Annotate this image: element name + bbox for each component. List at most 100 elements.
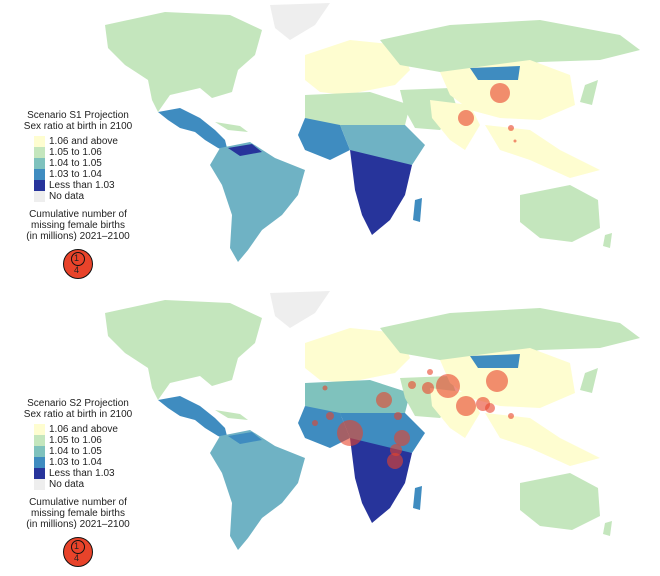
size-legend: 1 4: [63, 249, 93, 279]
legend-swatch: [34, 136, 45, 147]
bubble-iraq: [408, 381, 416, 389]
legend-item: 1.05 to 1.06: [34, 147, 156, 158]
legend-s1: Scenario S1 Projection Sex ratio at birt…: [6, 110, 156, 279]
legend-label: Less than 1.03: [49, 468, 115, 479]
scenario-subtitle: Sex ratio at birth in 2100: [23, 409, 133, 420]
cumulative-line: (in millions) 2021–2100: [26, 519, 130, 530]
legend-item: 1.04 to 1.05: [34, 446, 156, 457]
legend-label: No data: [49, 479, 85, 490]
legend-label: 1.04 to 1.05: [49, 446, 102, 457]
europe-region: [305, 328, 410, 383]
legend-item: 1.06 and above: [34, 136, 156, 147]
north-africa-region: [305, 380, 410, 418]
legend-item: 1.03 to 1.04: [34, 457, 156, 468]
size-legend-small-label: 1: [74, 253, 80, 263]
central-america-region: [158, 396, 228, 440]
legend-swatch: [34, 147, 45, 158]
cumulative-line: missing female births: [31, 508, 125, 519]
bubble-small-east-asia: [513, 139, 517, 143]
cumulative-line: Cumulative number of: [29, 497, 127, 508]
legend-item: 1.06 and above: [34, 424, 156, 435]
color-legend: 1.06 and above 1.05 to 1.06 1.04 to 1.05…: [34, 424, 156, 490]
japan-region: [580, 80, 598, 105]
legend-title: Scenario S1 Projection Sex ratio at birt…: [6, 110, 150, 132]
cumulative-label: Cumulative number of missing female birt…: [6, 497, 150, 530]
australia-region: [520, 473, 600, 530]
legend-item: Less than 1.03: [34, 180, 156, 191]
legend-swatch: [34, 435, 45, 446]
cumulative-line: Cumulative number of: [29, 209, 127, 220]
central-america-region: [158, 108, 228, 152]
bubble-niger: [326, 412, 334, 420]
legend-label: 1.05 to 1.06: [49, 147, 102, 158]
bubble-morocco: [322, 385, 328, 391]
new-zealand-region: [603, 521, 612, 536]
size-legend-large-label: 4: [74, 553, 80, 563]
west-africa-region: [298, 118, 350, 160]
size-legend-large-label: 4: [74, 265, 80, 275]
north-america-region: [105, 12, 262, 112]
greenland-region: [270, 3, 330, 40]
bubble-egypt: [376, 392, 392, 408]
japan-region: [580, 368, 598, 393]
legend-item: Less than 1.03: [34, 468, 156, 479]
legend-item: No data: [34, 479, 156, 490]
bubble-india: [456, 396, 476, 416]
legend-label: 1.05 to 1.06: [49, 435, 102, 446]
madagascar-region: [413, 486, 422, 510]
legend-label: 1.03 to 1.04: [49, 169, 102, 180]
legend-swatch: [34, 180, 45, 191]
west-africa-region: [298, 406, 350, 448]
bubble-china: [490, 83, 510, 103]
central-africa-region: [350, 150, 412, 235]
legend-swatch: [34, 158, 45, 169]
legend-item: 1.05 to 1.06: [34, 435, 156, 446]
bubble-senegal: [312, 420, 318, 426]
map-panel-s2: Scenario S2 Projection Sex ratio at birt…: [0, 288, 660, 576]
southeast-asia-region: [485, 125, 600, 178]
legend-title: Scenario S2 Projection Sex ratio at birt…: [6, 398, 150, 420]
size-legend-small-label: 1: [74, 541, 80, 551]
bubble-sudan: [394, 412, 402, 420]
caribbean-region: [215, 410, 248, 420]
legend-label: 1.06 and above: [49, 424, 118, 435]
bubble-myanmar: [485, 403, 495, 413]
greenland-region: [270, 291, 330, 328]
bubble-ethiopia: [394, 430, 410, 446]
madagascar-region: [413, 198, 422, 222]
bubble-china: [486, 370, 508, 392]
mongolia-region: [470, 354, 520, 368]
size-legend-small-circle: [71, 252, 85, 266]
size-legend: 1 4: [63, 537, 93, 567]
size-legend-small-circle: [71, 540, 85, 554]
mongolia-region: [470, 66, 520, 80]
cumulative-line: missing female births: [31, 220, 125, 231]
bubble-uzbekistan: [427, 369, 433, 375]
bubble-taiwan: [508, 413, 514, 419]
legend-swatch: [34, 468, 45, 479]
legend-swatch: [34, 457, 45, 468]
new-zealand-region: [603, 233, 612, 248]
bubble-pakistan-afghanistan: [436, 374, 460, 398]
legend-item: No data: [34, 191, 156, 202]
bubble-india: [458, 110, 474, 126]
legend-label: Less than 1.03: [49, 180, 115, 191]
cumulative-label: Cumulative number of missing female birt…: [6, 209, 150, 242]
north-asia-region: [380, 20, 640, 72]
caribbean-region: [215, 122, 248, 132]
legend-item: 1.03 to 1.04: [34, 169, 156, 180]
europe-region: [305, 40, 410, 95]
scenario-title: Scenario S2 Projection: [27, 398, 129, 409]
southeast-asia-region: [485, 413, 600, 466]
north-asia-region: [380, 308, 640, 360]
map-panel-s1: Scenario S1 Projection Sex ratio at birt…: [6, 3, 640, 279]
bubble-iran: [422, 382, 434, 394]
east-africa-region: [340, 125, 425, 165]
legend-swatch: [34, 424, 45, 435]
venezuela-region: [228, 432, 262, 444]
bubble-taiwan: [508, 125, 514, 131]
cumulative-line: (in millions) 2021–2100: [26, 231, 130, 242]
legend-label: No data: [49, 191, 85, 202]
australia-region: [520, 185, 600, 242]
world-map-s1: [105, 3, 640, 262]
